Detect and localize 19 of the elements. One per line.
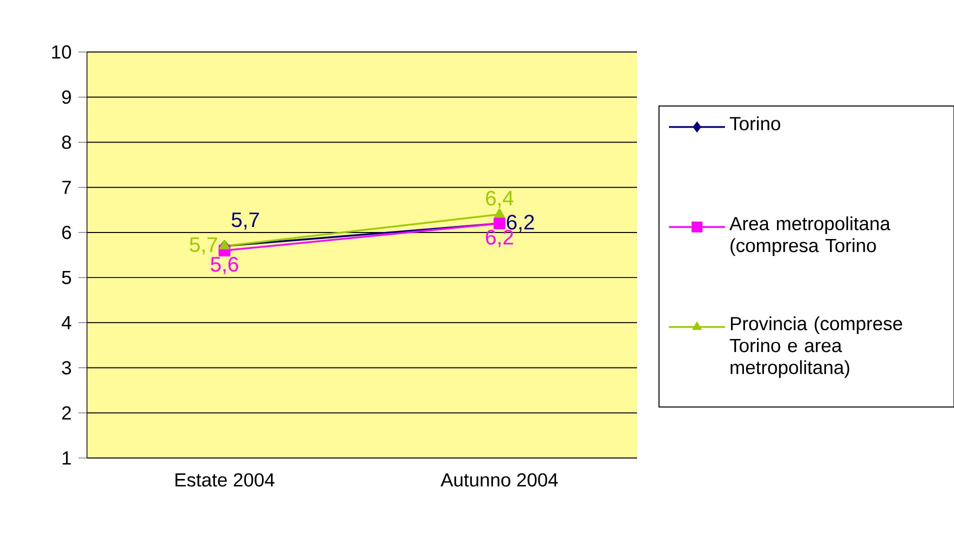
data-label: 6,4	[486, 190, 514, 208]
legend-label: Torino	[730, 116, 780, 130]
y-tick-label: 2	[62, 406, 71, 420]
y-tick-label: 9	[62, 90, 71, 104]
y-tick-label: 7	[62, 180, 71, 194]
legend-label: Area metropolitana (compresa Torino	[729, 216, 890, 256]
x-tick-label: Estate 2004	[176, 473, 274, 487]
x-tick-label: Autunno 2004	[440, 473, 558, 487]
y-tick-label: 8	[62, 136, 71, 149]
data-label: 5,7	[190, 237, 218, 255]
y-tick-label: 6	[62, 226, 71, 240]
y-tick-label: 10	[52, 45, 72, 59]
legend-label: Provincia (comprese Torino e area metropolitana)	[730, 316, 902, 378]
y-tick-label: 1	[62, 451, 71, 465]
y-tick-label: 3	[62, 361, 71, 374]
y-tick-label: 4	[62, 316, 72, 330]
data-label: 5,7	[232, 212, 259, 230]
data-label: 5,6	[210, 256, 238, 274]
y-tick-label: 5	[62, 270, 72, 284]
